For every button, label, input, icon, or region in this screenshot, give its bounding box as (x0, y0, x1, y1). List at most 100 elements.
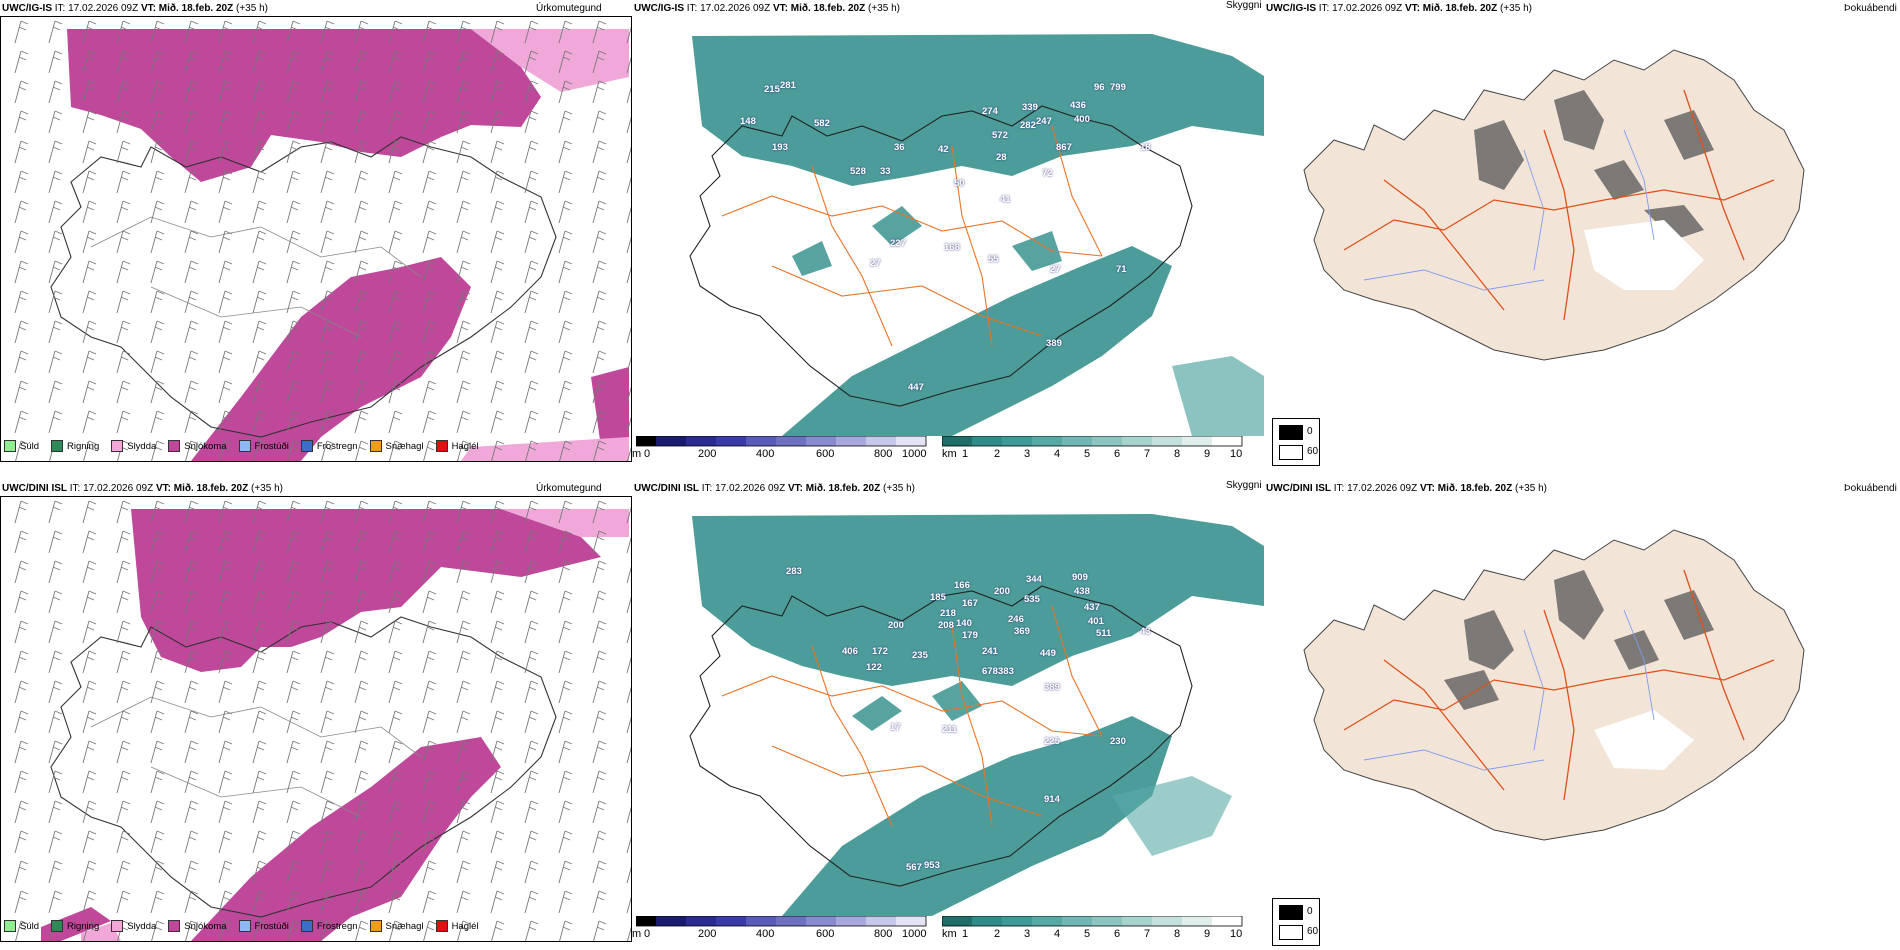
lead-time: (+35 h) (251, 483, 283, 494)
visibility-panel: UWC/IG-IS IT: 17.02.2026 09Z VT: Mið. 18… (632, 0, 1264, 470)
label-282: 282 (1020, 120, 1036, 131)
precip-map[interactable] (0, 496, 632, 942)
legend-label: Súld (20, 920, 40, 932)
vis-tick: 7 (1144, 448, 1151, 460)
visibility-map[interactable]: 215 281 148 193 582 528 36 33 42 274 339… (632, 16, 1264, 436)
legend-item: Rigning (51, 440, 99, 452)
ceiling-tick: 0 (644, 928, 651, 940)
legend-item: Slydda (111, 440, 156, 452)
ceiling-tick: 800 (874, 928, 893, 940)
vt-value: Mið. 18.feb. 20Z (1422, 3, 1498, 14)
label-211: 211 (942, 724, 958, 735)
panel-header: UWC/IG-IS IT: 17.02.2026 09Z VT: Mið. 18… (634, 3, 900, 14)
fog-map[interactable] (1264, 30, 1900, 430)
label-193: 193 (772, 142, 788, 153)
legend-label: Snæhagl (385, 440, 424, 452)
vis-tick: 1 (962, 928, 969, 940)
it-value: 17.02.2026 09Z (1332, 3, 1403, 14)
label-27: 27 (870, 258, 881, 269)
swatch-drizzle (4, 440, 16, 452)
label-247: 247 (1036, 116, 1052, 127)
legend-label: Snæhagl (385, 920, 424, 932)
label-867: 867 (1056, 142, 1072, 153)
ceiling-colorbar: m 0 200 400 600 800 1000 (632, 916, 932, 946)
legend-label: Frostúði (254, 440, 289, 452)
vis-tick: 5 (1084, 928, 1091, 940)
vt-value: Mið. 18.feb. 20Z (790, 3, 866, 14)
label-185: 185 (930, 592, 946, 603)
legend-item: Snjókoma (168, 440, 227, 452)
label-215: 215 (764, 84, 780, 95)
fog-legend: 0 60 (1272, 418, 1320, 466)
vis-tick: 9 (1204, 448, 1211, 460)
vis-tick: 1 (962, 448, 969, 460)
fog-legend-low: 0 (1307, 906, 1313, 917)
ceiling-unit: m (632, 928, 642, 940)
label-246: 246 (1008, 614, 1024, 625)
panel-header: UWC/IG-IS IT: 17.02.2026 09Z VT: Mið. 18… (1266, 3, 1532, 14)
it-label: IT: (686, 3, 698, 14)
lead-time: (+35 h) (236, 3, 268, 14)
ceiling-tick: 600 (816, 928, 835, 940)
fog-legend-high: 60 (1307, 446, 1319, 457)
visibility-map[interactable]: 283 166 185 200 167 218 208 140 179 200 … (632, 496, 1264, 916)
label-33: 33 (880, 166, 891, 177)
fog-panel: UWC/IG-IS IT: 17.02.2026 09Z VT: Mið. 18… (1264, 0, 1900, 470)
precip-title: Úrkomutegund (536, 3, 602, 14)
legend-label: Rigning (67, 440, 100, 452)
panel-header: UWC/DINI ISL IT: 17.02.2026 09Z VT: Mið.… (1266, 483, 1547, 494)
precip-map[interactable] (0, 16, 632, 462)
swatch-rain (51, 920, 64, 932)
vt-value: Mið. 18.feb. 20Z (173, 483, 249, 494)
swatch-snow (168, 440, 181, 452)
label-140: 140 (956, 618, 972, 629)
ceiling-tick: 400 (756, 928, 775, 940)
legend-label: Haglél (451, 920, 479, 932)
label-914: 914 (1044, 794, 1060, 805)
label-436: 436 (1070, 100, 1086, 111)
label-447: 447 (908, 382, 924, 393)
legend-item: Frostúði (238, 440, 289, 452)
label-344: 344 (1026, 574, 1042, 585)
label-230: 230 (1110, 736, 1126, 747)
panel-header: UWC/IG-IS IT: 17.02.2026 09Z VT: Mið. 18… (2, 3, 268, 14)
label-122: 122 (866, 662, 882, 673)
legend-item: Frostúði (238, 920, 289, 932)
precip-type-panel: UWC/DINI ISL IT: 17.02.2026 09Z VT: Mið.… (0, 480, 632, 950)
label-72: 72 (1042, 168, 1053, 179)
ceiling-tick: 1000 (902, 928, 927, 940)
label-909: 909 (1072, 572, 1088, 583)
swatch-freezing-drizzle (238, 920, 251, 932)
ceiling-tick: 0 (644, 448, 651, 460)
legend-label: Snjókoma (184, 440, 227, 452)
model-name: UWC/DINI ISL (1266, 483, 1331, 494)
label-17: 17 (890, 722, 901, 733)
label-148: 148 (740, 116, 756, 127)
lead-time: (+35 h) (883, 483, 915, 494)
legend-item: Frostregn (300, 920, 358, 932)
it-value: 17.02.2026 09Z (68, 3, 139, 14)
legend-item: Haglél (435, 440, 479, 452)
visibility-unit: km (942, 928, 957, 940)
label-437: 437 (1084, 602, 1100, 613)
vis-tick: 4 (1054, 448, 1061, 460)
label-511: 511 (1096, 628, 1112, 639)
fog-title: Þokuábendi (1844, 3, 1897, 14)
lead-time: (+35 h) (1500, 3, 1532, 14)
swatch-snow (168, 920, 181, 932)
label-200b: 200 (888, 620, 904, 631)
label-281: 281 (780, 80, 796, 91)
fog-map[interactable] (1264, 510, 1900, 910)
swatch-hail (435, 920, 448, 932)
label-241: 241 (982, 646, 998, 657)
label-96: 96 (1094, 82, 1105, 93)
ceiling-colorbar: m 0 200 400 600 800 1000 (632, 436, 932, 466)
fog-legend-light-box (1279, 445, 1303, 460)
label-799: 799 (1110, 82, 1126, 93)
label-41: 41 (1000, 194, 1011, 205)
label-953: 953 (924, 860, 940, 871)
panel-header: UWC/DINI ISL IT: 17.02.2026 09Z VT: Mið.… (2, 483, 283, 494)
ceiling-tick: 800 (874, 448, 893, 460)
label-406: 406 (842, 646, 858, 657)
legend-label: Frostregn (316, 440, 358, 452)
